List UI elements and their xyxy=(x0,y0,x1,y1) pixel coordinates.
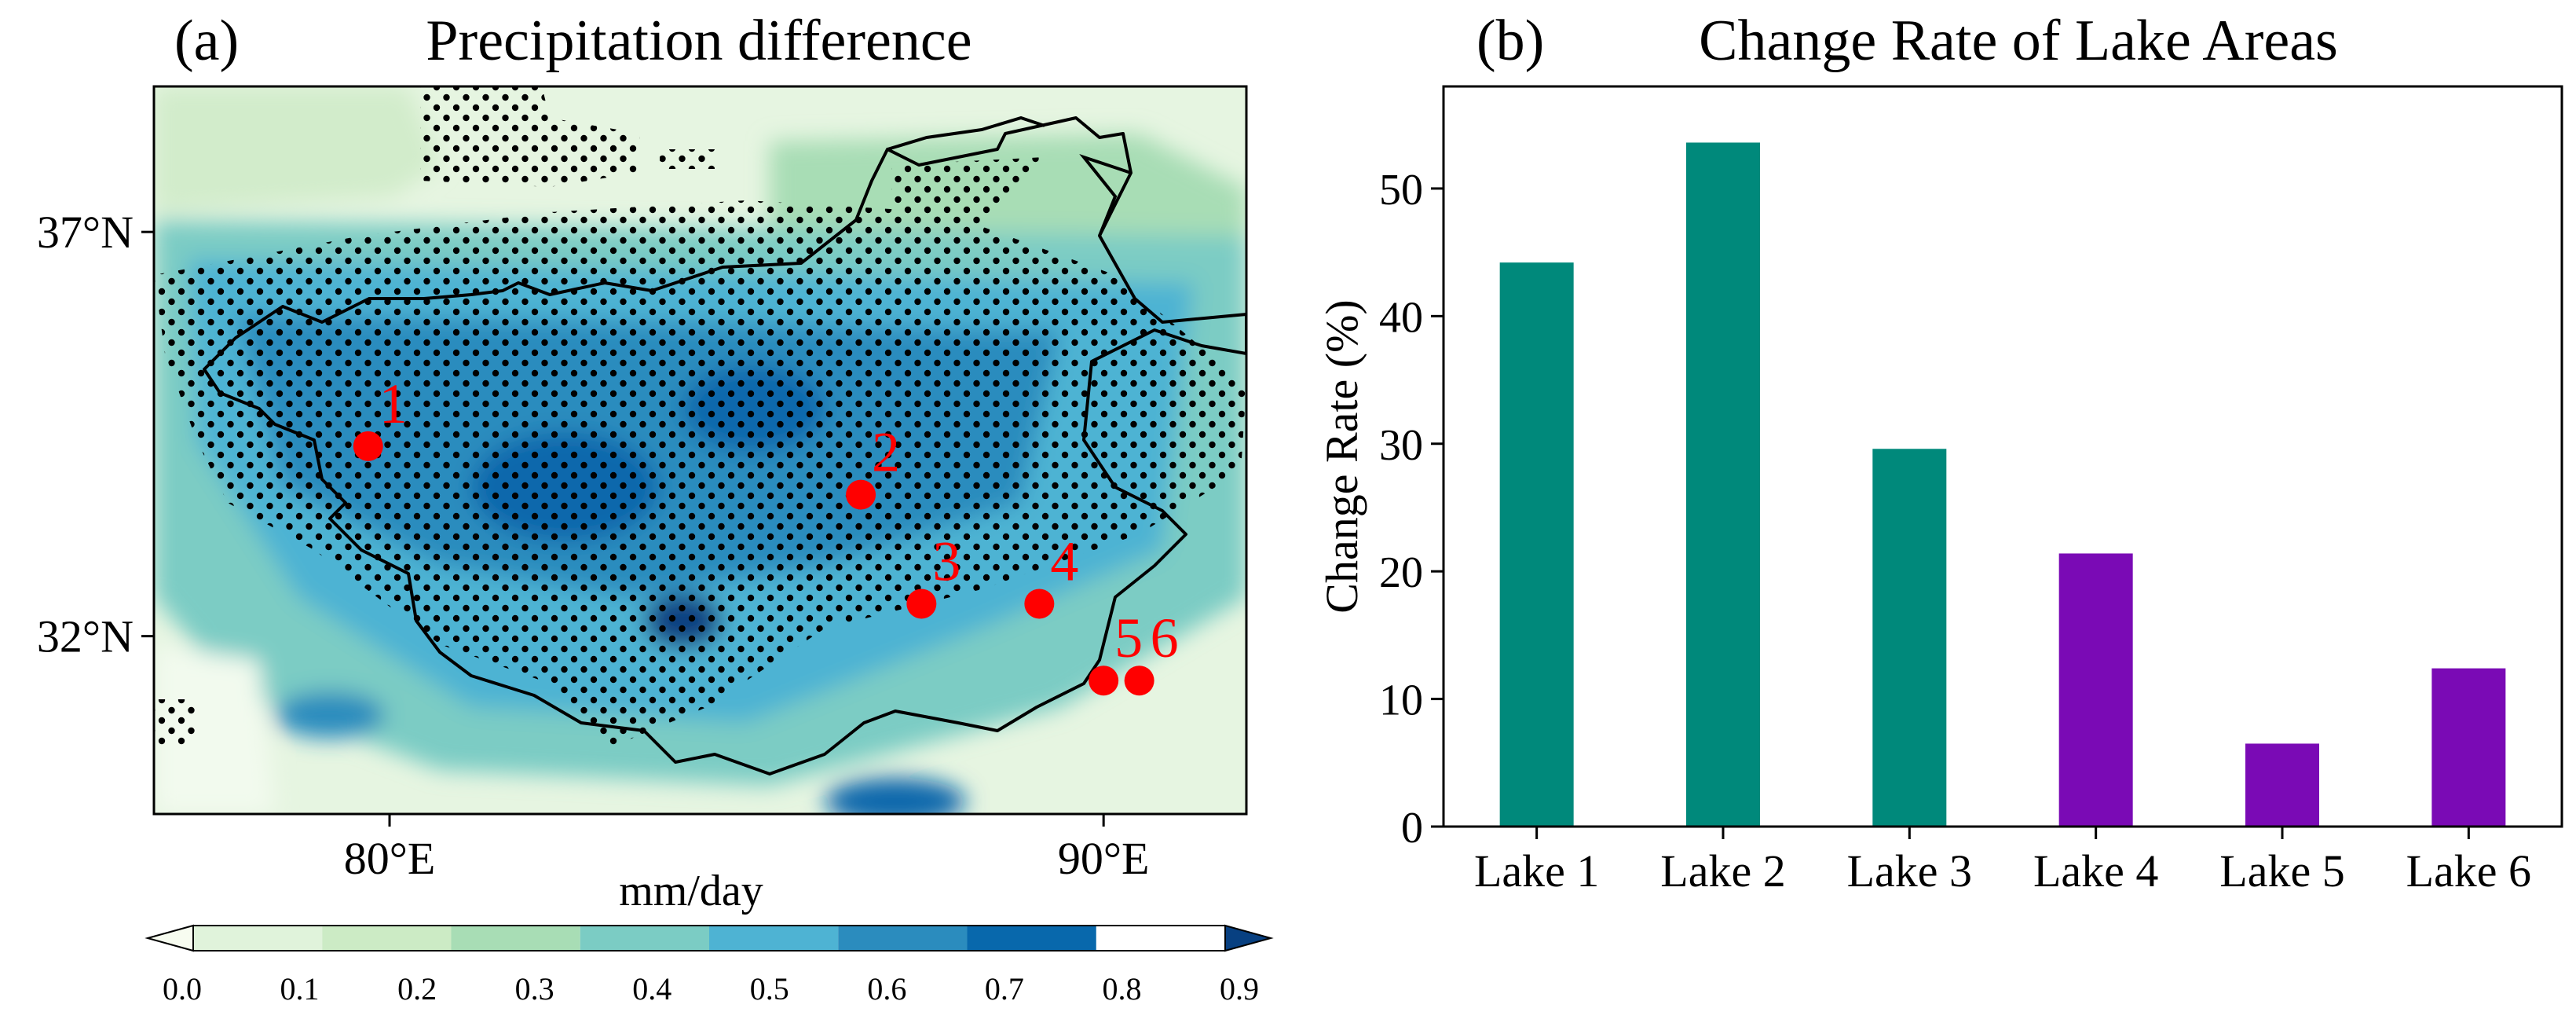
y-tick-label: 20 xyxy=(1379,548,1423,597)
panel-a: (a) Precipitation difference xyxy=(37,9,1271,1006)
colorbar-tick-label: 0.9 xyxy=(1220,971,1259,1006)
bar-lake-6 xyxy=(2431,669,2505,827)
lake-marker-3 xyxy=(906,588,936,618)
bar-lake-1 xyxy=(1500,262,1574,827)
colorbar-segment xyxy=(322,926,451,951)
colorbar-segment xyxy=(580,926,709,951)
y-tick-label: 30 xyxy=(1379,421,1423,470)
y-tick-label: 10 xyxy=(1379,676,1423,725)
map-x-tick-label: 80°E xyxy=(344,833,436,884)
stipple-southwest xyxy=(154,699,196,746)
lake-marker-label-5: 5 xyxy=(1114,607,1143,669)
lake-marker-label-1: 1 xyxy=(379,372,408,435)
panel-a-tag: (a) xyxy=(174,9,239,73)
colorbar-tick-label: 0.3 xyxy=(515,971,554,1006)
colorbar-segment xyxy=(452,926,580,951)
colorbar-tick-label: 0.5 xyxy=(750,971,789,1006)
colorbar-tick-label: 0.1 xyxy=(280,971,320,1006)
colorbar-body: 0.0 0.1 0.2 0.3 0.4 0.5 0.6 0.7 0.8 0.9 xyxy=(148,926,1271,1006)
bar-chart: 0 10 20 30 40 50 Lake 1 Lake 2 Lake 3 Lake 4 Lake … xyxy=(1379,142,2531,896)
lake-marker-6 xyxy=(1125,666,1154,695)
precipitation-map: 1 23 45 6 xyxy=(154,86,1246,825)
bar-lake-4 xyxy=(2059,553,2133,827)
panel-a-title: Precipitation difference xyxy=(426,9,971,73)
stipple-north-small xyxy=(660,149,715,169)
map-y-tick-label: 32°N xyxy=(37,611,134,662)
x-tick-label: Lake 1 xyxy=(1474,845,1599,896)
x-tick-label: Lake 4 xyxy=(2033,845,2158,896)
colorbar-tick-label: 0.6 xyxy=(867,971,906,1006)
bar-lake-3 xyxy=(1872,449,1946,827)
map-y-tick-label: 37°N xyxy=(37,207,134,258)
x-tick-label: Lake 6 xyxy=(2406,845,2531,896)
colorbar-segment xyxy=(838,926,967,951)
colorbar: mm/day 0.0 0.1 0.2 0.3 0.4 0.5 0.6 0.7 0.8 0.9 xyxy=(148,867,1271,1006)
y-tick-label: 40 xyxy=(1379,293,1423,342)
x-tick-label: Lake 2 xyxy=(1660,845,1785,896)
figure: (a) Precipitation difference xyxy=(0,0,2576,1023)
field-southwest-cell xyxy=(275,691,385,739)
colorbar-unit: mm/day xyxy=(619,867,763,915)
colorbar-tick-label: 0.0 xyxy=(163,971,202,1006)
bar-chart-frame xyxy=(1444,86,2562,827)
colorbar-tick-label: 0.2 xyxy=(397,971,437,1006)
lake-marker-2 xyxy=(846,480,876,510)
colorbar-extend-min xyxy=(148,926,193,951)
map-x-tick-label: 90°E xyxy=(1058,833,1150,884)
colorbar-segment xyxy=(193,926,322,951)
lake-marker-label-2: 2 xyxy=(872,421,900,484)
field-south-cell xyxy=(825,778,966,825)
colorbar-tick-label: 0.7 xyxy=(985,971,1024,1006)
lake-marker-label-3: 3 xyxy=(932,530,961,592)
colorbar-segment xyxy=(709,926,838,951)
colorbar-tick-label: 0.8 xyxy=(1102,971,1141,1006)
panel-b-title: Change Rate of Lake Areas xyxy=(1699,9,2338,73)
panel-b: (b) Change Rate of Lake Areas 0 10 20 30 40 5… xyxy=(1316,9,2562,896)
lake-marker-5 xyxy=(1089,666,1118,695)
bar-lake-2 xyxy=(1686,142,1760,827)
lake-marker-label-4: 4 xyxy=(1050,530,1078,592)
colorbar-segment xyxy=(968,926,1096,951)
y-axis-label: Change Rate (%) xyxy=(1316,299,1367,613)
colorbar-extend-max xyxy=(1225,926,1271,951)
field-northwest xyxy=(154,86,440,212)
bar-lake-5 xyxy=(2245,743,2319,827)
y-tick-label: 50 xyxy=(1379,166,1423,214)
panel-b-tag: (b) xyxy=(1476,9,1544,73)
x-tick-label: Lake 3 xyxy=(1847,845,1972,896)
lake-marker-1 xyxy=(353,431,383,461)
colorbar-tick-label: 0.4 xyxy=(632,971,671,1006)
x-tick-label: Lake 5 xyxy=(2219,845,2344,896)
lake-marker-label-6: 6 xyxy=(1151,607,1179,669)
lake-marker-4 xyxy=(1024,588,1054,618)
y-tick-label: 0 xyxy=(1401,804,1423,852)
